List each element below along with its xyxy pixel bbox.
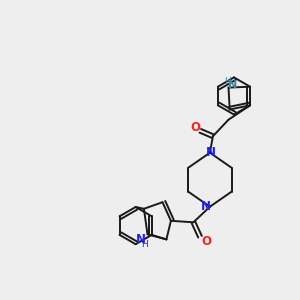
Text: N: N	[136, 233, 146, 246]
Text: H: H	[141, 240, 148, 249]
Text: N: N	[201, 200, 211, 213]
Text: H: H	[224, 76, 230, 85]
Text: N: N	[206, 146, 216, 159]
Text: N: N	[228, 80, 237, 90]
Text: O: O	[202, 235, 212, 248]
Text: O: O	[190, 121, 200, 134]
